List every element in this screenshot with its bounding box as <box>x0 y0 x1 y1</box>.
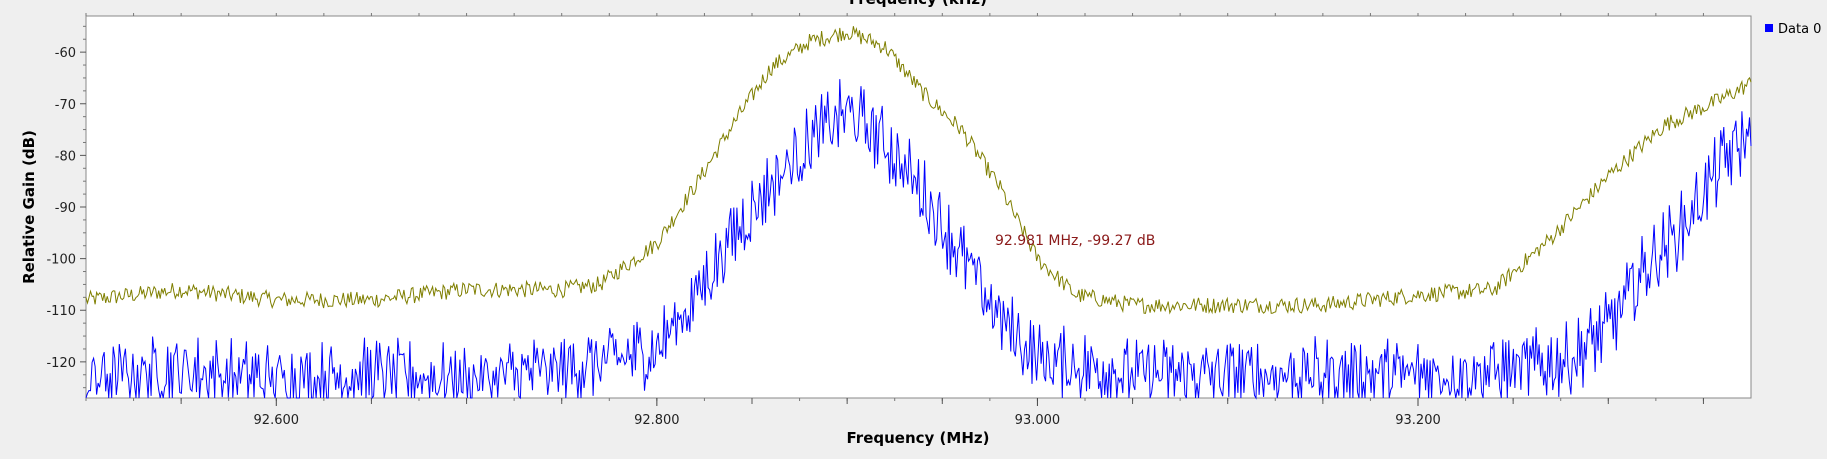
y-tick-label: -110 <box>46 304 76 319</box>
y-tick-label: -90 <box>55 201 76 216</box>
x-tick-label: 93.000 <box>1015 413 1061 428</box>
series-line-data0 <box>85 79 1752 400</box>
x-axis-title: Frequency (MHz) <box>847 429 990 447</box>
x-tick-label: 92.600 <box>254 413 300 428</box>
y-tick-label: -120 <box>46 356 76 371</box>
top-axis-title: Frequency (kHz) <box>849 0 987 8</box>
y-tick-label: -60 <box>55 46 76 61</box>
series-layer <box>85 26 1752 400</box>
x-tick-label: 92.800 <box>634 413 680 428</box>
y-tick-label: -80 <box>55 149 76 164</box>
cursor-annotation: 92.981 MHz, -99.27 dB <box>995 233 1155 249</box>
legend-entry-data0: Data 0 <box>1778 22 1821 37</box>
y-tick-label: -70 <box>55 98 76 113</box>
series-line-max-hold <box>85 26 1752 315</box>
x-tick-label: 93.200 <box>1395 413 1441 428</box>
plot-area[interactable] <box>85 15 1752 399</box>
axes-layer: -60 -70 -80 -90 -100 -110 -120 92.600 92.800 93.0… <box>46 13 1704 428</box>
y-axis-title: Relative Gain (dB) <box>20 130 38 284</box>
legend-swatch-data0 <box>1765 24 1773 32</box>
legend: Data 0 <box>1765 22 1821 37</box>
y-tick-label: -100 <box>46 253 76 268</box>
